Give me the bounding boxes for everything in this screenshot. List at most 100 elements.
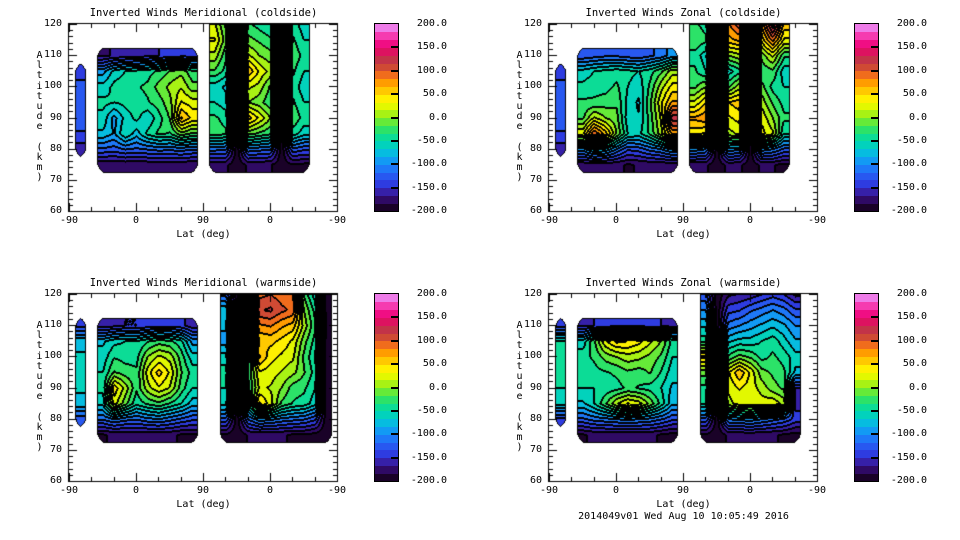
colorbar-band: [375, 109, 398, 119]
contour-field-canvas: [547, 22, 820, 214]
colorbar-band: [855, 379, 878, 389]
y-tick-label: 100: [43, 350, 62, 362]
colorbar-band: [375, 24, 398, 33]
colorbar-band: [855, 109, 878, 119]
x-tick-label: 90: [196, 485, 210, 496]
y-tick-label: 60: [49, 205, 62, 216]
colorbar-band: [855, 148, 878, 158]
colorbar-band: [375, 203, 398, 212]
y-tick-label: 80: [529, 412, 542, 424]
y-tick-label: 100: [43, 80, 62, 92]
colorbar-band: [375, 379, 398, 389]
colorbar-band: [855, 78, 878, 87]
contour-field-canvas: [67, 292, 340, 484]
colorbar-band: [855, 317, 878, 326]
colorbar-band: [375, 301, 398, 311]
colorbar-band: [855, 332, 878, 342]
x-axis-label: Lat (deg): [656, 499, 711, 510]
colorbar: 200.0 150.0 100.0 50.0 0.0 -50.0 -100.0 -150.0 -…: [854, 18, 934, 216]
colorbar-band: [855, 24, 878, 33]
colorbar-tick: [391, 163, 399, 166]
colorbar-band: [375, 473, 398, 482]
colorbar-band: [855, 356, 878, 365]
colorbar-band: [375, 465, 398, 474]
colorbar-band: [855, 340, 878, 350]
colorbar-band: [375, 426, 398, 435]
colorbar-band: [375, 395, 398, 404]
colorbar-band: [375, 410, 398, 420]
x-axis-label: Lat (deg): [176, 499, 231, 510]
colorbar-tick: [391, 433, 399, 436]
contour-field-canvas: [67, 22, 340, 214]
y-tick-label: 90: [529, 381, 542, 393]
colorbar-tick: [391, 316, 399, 319]
colorbar-tick: [871, 386, 879, 389]
colorbar-band: [855, 31, 878, 41]
colorbar-band: [855, 62, 878, 72]
colorbar-band: [375, 164, 398, 173]
colorbar-band: [375, 86, 398, 95]
colorbar-tick-label: -50.0: [896, 134, 927, 146]
x-tick-label: 90: [676, 485, 690, 496]
colorbar-tick: [871, 139, 879, 142]
y-tick-label: 80: [49, 412, 62, 424]
colorbar-tick: [871, 433, 879, 436]
colorbar-band: [855, 117, 878, 126]
colorbar-band: [375, 70, 398, 80]
colorbar-band: [855, 403, 878, 412]
colorbar-band: [855, 164, 878, 173]
plot-title: Inverted Winds Zonal (coldside): [585, 7, 782, 19]
colorbar-band: [855, 418, 878, 428]
colorbar-tick: [391, 386, 399, 389]
colorbar-band: [375, 94, 398, 103]
colorbar-band: [375, 78, 398, 87]
colorbar: 200.0 150.0 100.0 50.0 0.0 -50.0 -100.0 -150.0 -…: [854, 288, 934, 486]
timestamp-footer: 2014049v01 Wed Aug 10 10:05:49 2016: [578, 511, 789, 522]
colorbar-tick: [871, 93, 879, 96]
colorbar-band: [855, 133, 878, 142]
colorbar-band: [855, 70, 878, 80]
y-tick-label: 60: [529, 205, 542, 216]
y-tick-label: 70: [49, 443, 62, 455]
y-tick-label: 70: [529, 173, 542, 185]
colorbar-tick: [871, 116, 879, 119]
colorbar-band: [855, 203, 878, 212]
colorbar-band: [375, 187, 398, 197]
y-tick-label: 120: [523, 288, 542, 299]
colorbar-tick-label: 50.0: [902, 88, 927, 100]
y-tick-label: 120: [43, 288, 62, 299]
colorbar-band: [855, 172, 878, 181]
colorbar-tick: [391, 339, 399, 342]
plot-title: Inverted Winds Meridional (warmside): [89, 277, 318, 289]
colorbar-tick-label: 50.0: [422, 358, 447, 370]
y-tick-label: 90: [49, 111, 62, 123]
colorbar-band: [855, 348, 878, 357]
colorbar-band: [375, 371, 398, 381]
colorbar-band: [375, 195, 398, 204]
colorbar-band: [855, 457, 878, 467]
colorbar-tick-label: -100.0: [890, 428, 927, 440]
colorbar-band: [855, 473, 878, 482]
colorbar-band: [375, 179, 398, 189]
colorbar-tick: [391, 93, 399, 96]
colorbar-band: [375, 55, 398, 64]
colorbar-tick-label: 0.0: [428, 381, 447, 393]
colorbar-tick-label: 100.0: [896, 64, 927, 76]
colorbar-band: [375, 317, 398, 326]
x-tick-label: 0: [132, 485, 140, 496]
colorbar-tick-label: -150.0: [890, 181, 927, 193]
colorbar-band: [375, 47, 398, 56]
colorbar-tick: [391, 46, 399, 49]
colorbar-band: [855, 325, 878, 334]
colorbar-band: [375, 457, 398, 467]
colorbar-band: [855, 195, 878, 204]
colorbar-tick-label: 150.0: [416, 311, 447, 323]
x-tick-label: -90: [327, 485, 347, 496]
colorbar-tick-label: 50.0: [902, 358, 927, 370]
colorbar-band: [375, 140, 398, 150]
colorbar-band: [375, 148, 398, 158]
colorbar-band: [375, 117, 398, 126]
